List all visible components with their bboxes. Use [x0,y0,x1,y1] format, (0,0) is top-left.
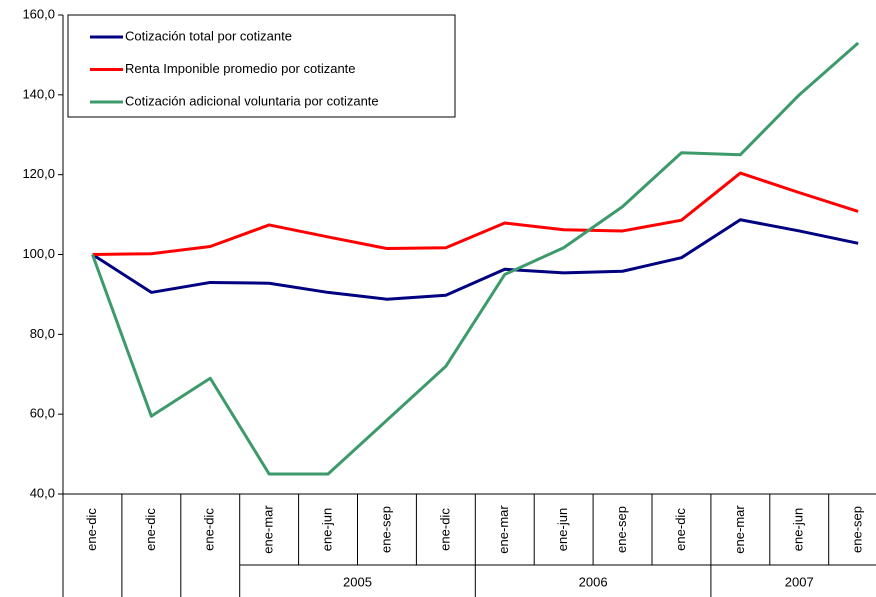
x-tick-label: ene-dic [143,508,158,551]
x-tick-label: ene-dic [673,508,688,551]
x-tick-label: ene-sep [378,506,393,553]
x-tick-label: ene-jun [319,508,334,551]
group-label: 2006 [579,574,608,589]
y-tick-label: 80,0 [30,326,55,341]
legend-label: Cotización total por cotizante [125,28,292,43]
x-tick-label: ene-dic [202,508,217,551]
series-line [91,41,860,476]
y-tick-label: 120,0 [22,166,55,181]
group-label: 2007 [785,574,814,589]
y-tick-label: 160,0 [22,6,55,21]
series-line [91,218,859,301]
x-tick-label: ene-dic [84,508,99,551]
group-label: 2005 [343,574,372,589]
x-tick-label: ene-mar [732,505,747,554]
legend-box [67,14,456,118]
y-tick-label: 40,0 [30,485,55,500]
legend-label: Renta Imponible promedio por cotizante [125,61,356,76]
x-tick-label: ene-jun [791,508,806,551]
y-tick-label: 100,0 [22,246,55,261]
y-tick-label: 60,0 [30,406,55,421]
legend-label: Cotización adicional voluntaria por coti… [125,93,379,108]
x-tick-label: ene-jun [555,508,570,551]
x-tick-label: ene-mar [496,505,511,554]
x-tick-label: ene-sep [614,506,629,553]
series-line [92,171,859,256]
x-tick-label: ene-sep [850,506,865,553]
y-tick-label: 140,0 [22,86,55,101]
x-tick-label: ene-dic [437,508,452,551]
x-tick-label: ene-mar [261,505,276,554]
